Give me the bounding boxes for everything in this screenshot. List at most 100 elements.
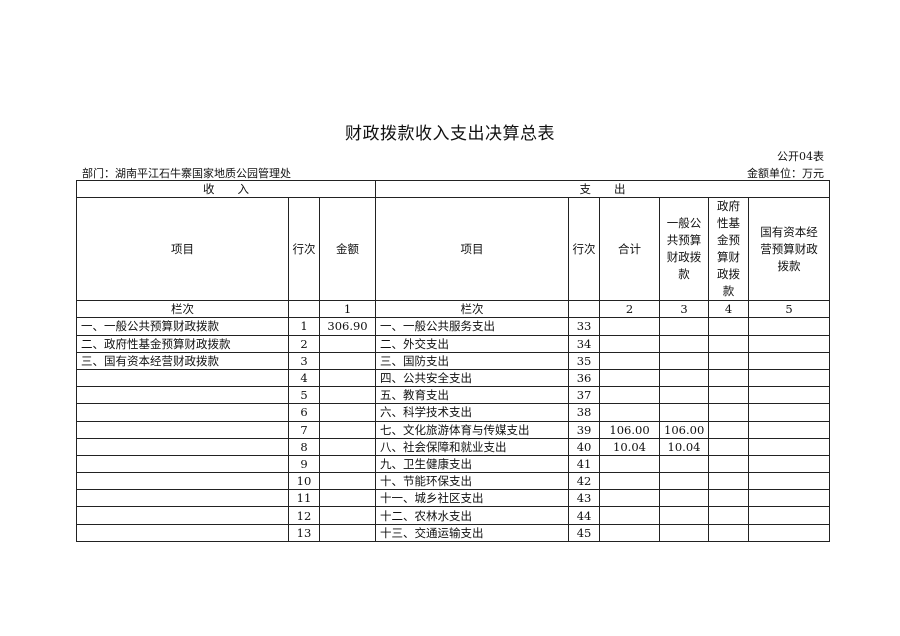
expense-item-cell: 一、一般公共服务支出 (375, 317, 570, 336)
state-capital-cell (748, 386, 831, 405)
expense-item-cell: 十三、交通运输支出 (375, 523, 570, 542)
gov-fund-cell (708, 506, 750, 525)
income-amount-header: 金额 (318, 197, 377, 302)
expense-item-cell: 八、社会保障和就业支出 (375, 437, 570, 456)
state-capital-cell (748, 403, 831, 422)
expense-item-cell: 十一、城乡社区支出 (375, 489, 570, 508)
total-cell (599, 317, 661, 336)
expense-item-cell: 四、公共安全支出 (375, 368, 570, 388)
expense-item-cell: 二、外交支出 (375, 334, 570, 353)
general-budget-cell (659, 454, 710, 474)
income-item-cell: 一、一般公共预算财政拨款 (76, 317, 289, 336)
income-line-cell: 7 (288, 420, 320, 439)
gov-fund-cell (708, 351, 750, 370)
income-amount-cell (318, 403, 377, 422)
column-index-4: 4 (708, 300, 750, 319)
expense-line-cell: 36 (568, 368, 601, 388)
gov-fund-cell (708, 317, 750, 336)
income-amount-cell (318, 368, 377, 388)
general-budget-cell (659, 317, 710, 336)
table-row: 6 六、科学技术支出 38 (76, 403, 831, 422)
general-budget-header: 一般公共预算财政拨款 (659, 197, 710, 302)
table-row: 7 七、文化旅游体育与传媒支出 39 106.00 106.00 (76, 420, 831, 439)
general-budget-cell (659, 368, 710, 388)
state-capital-cell (748, 454, 831, 474)
income-amount-cell (318, 351, 377, 370)
income-item-cell (76, 472, 289, 491)
expense-line-cell: 39 (568, 420, 601, 439)
state-capital-cell (748, 351, 831, 370)
income-item-cell (76, 420, 289, 439)
table-row: 11 十一、城乡社区支出 43 (76, 489, 831, 508)
income-item-cell (76, 454, 289, 474)
general-budget-cell (659, 334, 710, 353)
income-item-cell (76, 506, 289, 525)
total-cell (599, 454, 661, 474)
general-budget-cell (659, 351, 710, 370)
income-line-cell: 5 (288, 386, 320, 405)
expense-item-cell: 三、国防支出 (375, 351, 570, 370)
table-row: 一、一般公共预算财政拨款 1 306.90 一、一般公共服务支出 33 (76, 317, 831, 336)
income-item-cell (76, 489, 289, 508)
general-budget-cell: 106.00 (659, 420, 710, 439)
income-line-cell: 11 (288, 489, 320, 508)
state-capital-cell (748, 334, 831, 353)
state-capital-cell (748, 420, 831, 439)
income-item-cell: 三、国有资本经营财政拨款 (76, 351, 289, 370)
column-index-1: 1 (318, 300, 377, 319)
department-label: 部门：湖南平江石牛寨国家地质公园管理处 (82, 167, 291, 180)
expense-item-cell: 五、教育支出 (375, 386, 570, 405)
budget-summary-table: 收 入 支 出 项目 行次 金额 项目 行次 合计 一般公共预算财政拨款 政府性… (75, 179, 831, 542)
gov-fund-cell (708, 334, 750, 353)
total-cell (599, 506, 661, 525)
state-capital-cell (748, 489, 831, 508)
expense-line-cell: 37 (568, 386, 601, 405)
column-index-2: 2 (599, 300, 661, 319)
total-cell (599, 472, 661, 491)
general-budget-cell (659, 506, 710, 525)
expense-line-header: 行次 (568, 197, 601, 302)
state-capital-header: 国有资本经营预算财政拨款 (748, 197, 831, 302)
income-line-cell: 10 (288, 472, 320, 491)
state-capital-cell (748, 317, 831, 336)
gov-fund-cell (708, 368, 750, 388)
income-amount-cell (318, 523, 377, 542)
income-item-cell: 二、政府性基金预算财政拨款 (76, 334, 289, 353)
expense-item-header: 项目 (375, 197, 570, 302)
income-line-header: 行次 (288, 197, 320, 302)
general-budget-cell: 10.04 (659, 437, 710, 456)
column-index-empty (568, 300, 601, 319)
expense-line-cell: 42 (568, 472, 601, 491)
unit-label: 金额单位：万元 (747, 167, 824, 180)
table-row: 13 十三、交通运输支出 45 (76, 523, 831, 542)
total-cell (599, 386, 661, 405)
expense-line-cell: 34 (568, 334, 601, 353)
total-cell: 10.04 (599, 437, 661, 456)
general-budget-cell (659, 472, 710, 491)
table-row: 12 十二、农林水支出 44 (76, 506, 831, 525)
gov-fund-cell (708, 403, 750, 422)
expense-line-cell: 44 (568, 506, 601, 525)
income-line-cell: 9 (288, 454, 320, 474)
expense-line-cell: 38 (568, 403, 601, 422)
income-item-header: 项目 (76, 197, 289, 302)
expense-item-cell: 十、节能环保支出 (375, 472, 570, 491)
income-item-cell (76, 403, 289, 422)
gov-fund-cell (708, 454, 750, 474)
table-row: 5 五、教育支出 37 (76, 386, 831, 405)
income-line-cell: 8 (288, 437, 320, 456)
income-amount-cell (318, 489, 377, 508)
form-number: 公开04表 (777, 150, 824, 163)
table-row: 8 八、社会保障和就业支出 40 10.04 10.04 (76, 437, 831, 456)
income-item-cell (76, 523, 289, 542)
total-header: 合计 (599, 197, 661, 302)
gov-fund-cell (708, 489, 750, 508)
income-amount-cell (318, 420, 377, 439)
income-item-cell (76, 368, 289, 388)
page-title: 财政拨款收入支出决算总表 (345, 124, 555, 144)
income-amount-cell (318, 334, 377, 353)
income-line-cell: 12 (288, 506, 320, 525)
expense-line-cell: 33 (568, 317, 601, 336)
gov-fund-cell (708, 523, 750, 542)
state-capital-cell (748, 437, 831, 456)
